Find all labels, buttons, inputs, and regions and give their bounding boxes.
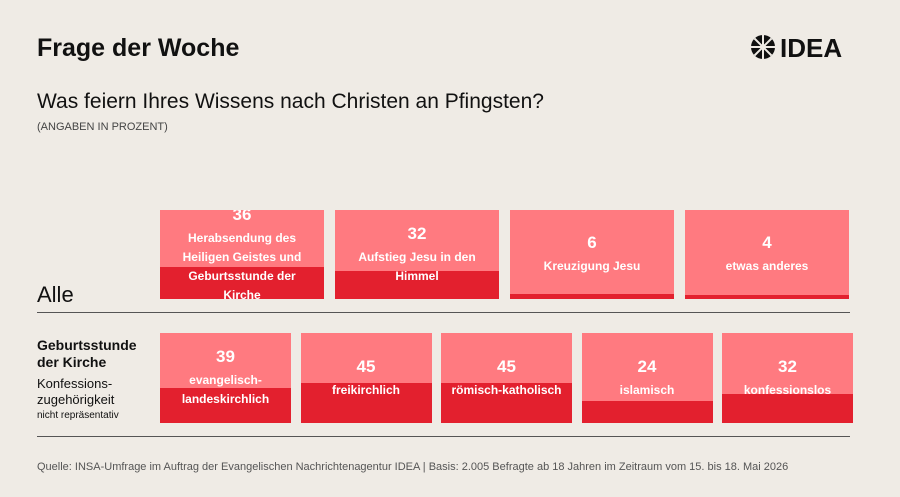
- bar-box: 4 etwas anderes: [685, 210, 849, 299]
- bar-content: 32 Aufstieg Jesu in den Himmel: [335, 210, 499, 299]
- value-label: 32: [407, 223, 427, 243]
- bar: [722, 394, 853, 423]
- bar: [581, 401, 713, 423]
- value-label: 24: [637, 356, 657, 376]
- group-subtitle: Konfessions-zugehörigkeit: [37, 376, 115, 407]
- bar-box: 6 Kreuzigung Jesu: [510, 210, 674, 299]
- bar-content: 45 freikirchlich: [301, 333, 432, 423]
- bar: [160, 387, 291, 423]
- bar-content: 6 Kreuzigung Jesu: [510, 210, 674, 299]
- value-label: 45: [356, 356, 376, 376]
- bar-box: 24 islamisch: [581, 333, 713, 423]
- bar-box: 39 evangelisch-landeskirchlich: [160, 333, 291, 423]
- bar-box: 45 römisch-katholisch: [441, 333, 572, 423]
- group-title: Geburtsstunde der Kirche: [37, 337, 137, 370]
- unit-note: (ANGABEN IN PROZENT): [37, 121, 168, 133]
- category-label: islamisch: [619, 382, 675, 397]
- category-label: etwas anderes: [725, 259, 809, 273]
- bar: [510, 293, 674, 299]
- category-label: Kreuzigung Jesu: [543, 259, 641, 273]
- category-label: freikirchlich: [331, 382, 401, 397]
- divider: [37, 436, 850, 437]
- category-label: Herabsendung des Heiligen Geistes und Ge…: [182, 230, 302, 300]
- bar-content: 36 Herabsendung des Heiligen Geistes und …: [160, 210, 324, 299]
- question: Was feiern Ihres Wissens nach Christen a…: [37, 90, 544, 113]
- value-label: 39: [216, 347, 235, 366]
- group-note: nicht repräsentativ: [37, 410, 119, 421]
- bar-content: 4 etwas anderes: [685, 210, 849, 299]
- bar-box: 32 konfessionslos: [722, 333, 853, 423]
- logo-icon: [751, 35, 775, 59]
- bar-content: 24 islamisch: [582, 333, 713, 423]
- category-label: evangelisch-landeskirchlich: [181, 373, 270, 406]
- source: Quelle: INSA-Umfrage im Auftrag der Evan…: [37, 461, 789, 473]
- value-label: 4: [762, 233, 772, 252]
- logo-text: IDEA: [780, 33, 843, 63]
- bar: [160, 266, 324, 299]
- bar: [441, 382, 572, 423]
- bar-content: 39 evangelisch-landeskirchlich: [160, 333, 291, 423]
- value-label: 32: [778, 356, 797, 376]
- bar-box: 45 freikirchlich: [300, 333, 432, 423]
- value-label: 45: [497, 356, 516, 376]
- category-label: konfessionslos: [743, 382, 832, 397]
- category-label: römisch-katholisch: [451, 382, 562, 397]
- page-title: Frage der Woche: [37, 34, 240, 62]
- bar-box: 32 Aufstieg Jesu in den Himmel: [335, 210, 499, 299]
- bar-content: 32 konfessionslos: [722, 333, 853, 423]
- bar-box: 36 Herabsendung des Heiligen Geistes und …: [160, 210, 324, 299]
- bar-content: 45 römisch-katholisch: [441, 333, 572, 423]
- bar: [685, 295, 849, 299]
- category-label: Aufstieg Jesu in den Himmel: [358, 249, 476, 283]
- group-title: Alle: [37, 282, 74, 307]
- bar: [335, 270, 499, 299]
- divider: [37, 312, 850, 313]
- value-label: 6: [587, 233, 597, 252]
- value-label: 36: [232, 210, 252, 224]
- bar: [300, 382, 432, 423]
